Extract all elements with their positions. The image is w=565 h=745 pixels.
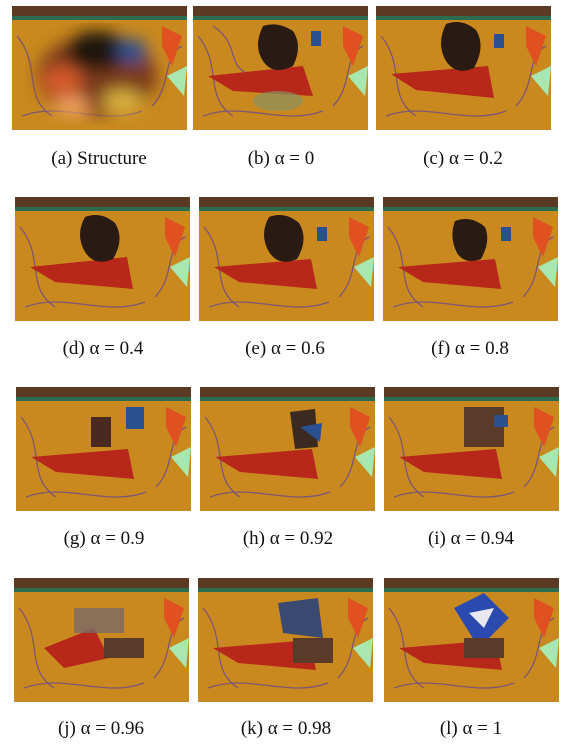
panel-e-caption: (e) α = 0.6 (245, 338, 325, 359)
panel-f-caption: (f) α = 0.8 (431, 338, 509, 359)
panel-e-image (199, 197, 374, 321)
panel-a-image (12, 6, 187, 130)
panel-g-caption: (g) α = 0.9 (63, 528, 145, 549)
panel-g-image (16, 387, 191, 511)
panel-d-caption: (d) α = 0.4 (62, 338, 144, 359)
panel-k-image (198, 578, 373, 702)
panel-i-caption: (i) α = 0.94 (427, 528, 515, 549)
panel-h-image (200, 387, 375, 511)
panel-d-image (15, 197, 190, 321)
panel-f-image (383, 197, 558, 321)
panel-c-image (376, 6, 551, 130)
panel-c-caption: (c) α = 0.2 (423, 148, 503, 169)
panel-l-caption: (l) α = 1 (439, 718, 503, 739)
panel-i-image (384, 387, 559, 511)
panel-h-caption: (h) α = 0.92 (242, 528, 334, 549)
panel-a-caption: (a) Structure (51, 148, 147, 169)
panel-j-caption: (j) α = 0.96 (57, 718, 145, 739)
panel-k-caption: (k) α = 0.98 (240, 718, 332, 739)
panel-l-image (384, 578, 559, 702)
panel-b-caption: (b) α = 0 (247, 148, 315, 169)
panel-b-image (193, 6, 368, 130)
panel-j-image (14, 578, 189, 702)
